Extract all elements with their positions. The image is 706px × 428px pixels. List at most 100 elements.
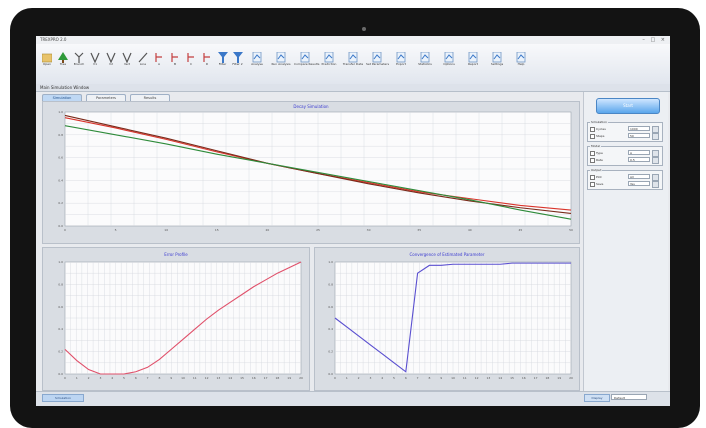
ribbon-button[interactable]: Set Parameters: [366, 48, 389, 82]
doc-icon: [276, 48, 286, 63]
branch-icon: [74, 48, 84, 63]
ribbon-button[interactable]: Compare Results: [294, 48, 319, 82]
x-tick-label: 13: [486, 376, 490, 380]
ribbon-button[interactable]: Options: [438, 48, 460, 82]
display-dropdown-value[interactable]: Default: [611, 394, 647, 400]
group-label: Model: [590, 144, 602, 148]
ribbon-button[interactable]: V2: [104, 48, 118, 82]
tree-icon: [58, 48, 68, 63]
x-tick-label: 6: [135, 376, 137, 380]
y-tick-label: 0.0: [58, 372, 63, 376]
setting-key: Type: [596, 151, 603, 155]
ribbon-button-label: Line: [139, 62, 147, 66]
spinner-button[interactable]: [652, 126, 659, 133]
spinner-button[interactable]: [652, 133, 659, 140]
ribbon-button[interactable]: C: [184, 48, 198, 82]
ribbon-button[interactable]: B: [168, 48, 182, 82]
doc-icon: [300, 48, 310, 63]
tab-parameters[interactable]: Parameters: [86, 94, 126, 101]
x-tick-label: 12: [205, 376, 209, 380]
ribbon-button-label: Options: [443, 62, 455, 66]
tab-results[interactable]: Results: [130, 94, 170, 101]
ribbon-button[interactable]: Branch: [72, 48, 86, 82]
ribbon-button[interactable]: Open: [40, 48, 54, 82]
ribbon-button[interactable]: Report: [462, 48, 484, 82]
ribbon-button[interactable]: Filter 2: [231, 48, 244, 82]
y-tick-label: 0.6: [58, 156, 63, 160]
checkbox[interactable]: [590, 182, 595, 187]
bracket-icon: [154, 48, 164, 62]
status-tab[interactable]: Simulation: [42, 394, 84, 402]
start-button[interactable]: Start: [596, 98, 660, 114]
ribbon-button[interactable]: Transfer Data: [342, 48, 364, 82]
checkbox[interactable]: [590, 158, 595, 163]
y-tick-label: 0.0: [58, 224, 63, 228]
spinner-button[interactable]: [652, 157, 659, 164]
x-tick-label: 20: [299, 376, 303, 380]
ribbon-button[interactable]: Analyse: [246, 48, 268, 82]
x-tick-label: 16: [252, 376, 256, 380]
spinner-button[interactable]: [652, 150, 659, 157]
x-tick-label: 14: [228, 376, 232, 380]
spinner-button[interactable]: [652, 174, 659, 181]
y-tick-label: 0.0: [328, 372, 333, 376]
setting-key: Cycles: [596, 127, 606, 131]
ribbon-toolbar: Open Tree Branch V1 V2 Vert Line A B C D Filter Filt…: [36, 44, 670, 85]
v-icon: [122, 48, 132, 64]
ribbon-button[interactable]: Run Analysis: [270, 48, 292, 82]
ribbon-button[interactable]: Tree: [56, 48, 70, 82]
checkbox[interactable]: [590, 134, 595, 139]
y-tick-label: 0.6: [58, 305, 63, 309]
x-tick-label: 18: [275, 376, 279, 380]
x-tick-label: 14: [498, 376, 502, 380]
setting-row: Plot All: [590, 174, 660, 181]
setting-row: Steps 50: [590, 133, 660, 140]
bottom-left-chart: 0 1 2 3 4 5 6 7 8 9 10 11 12 13 14 15 16 17 18 19 200.00.20.…: [58, 260, 303, 380]
setting-value-field[interactable]: Yes: [628, 181, 650, 186]
ribbon-button[interactable]: Prediction: [318, 48, 340, 82]
x-tick-label: 7: [147, 376, 149, 380]
setting-value-field[interactable]: A: [628, 150, 650, 155]
x-tick-label: 1: [346, 376, 348, 380]
y-tick-label: 1.0: [58, 110, 63, 114]
bracket-icon: [186, 48, 196, 62]
checkbox[interactable]: [590, 151, 595, 156]
bracket-icon: [202, 48, 212, 62]
x-tick-label: 50: [569, 228, 573, 232]
x-tick-label: 20: [569, 376, 573, 380]
setting-value-field[interactable]: 1000: [628, 126, 650, 131]
x-tick-label: 25: [316, 228, 320, 232]
tab-simulation[interactable]: Simulation: [42, 94, 82, 101]
checkbox[interactable]: [590, 175, 595, 180]
display-dropdown-button[interactable]: Display: [584, 394, 610, 402]
ribbon-button-label: B: [173, 62, 177, 66]
ribbon-button[interactable]: Help: [510, 48, 532, 82]
spinner-button[interactable]: [652, 181, 659, 188]
ribbon-button[interactable]: Vert: [120, 48, 134, 82]
v-icon: [106, 48, 116, 64]
setting-value-field[interactable]: All: [628, 174, 650, 179]
setting-value-field[interactable]: 50: [628, 133, 650, 138]
ribbon-button[interactable]: Filter: [216, 48, 229, 82]
ribbon-button[interactable]: V1: [88, 48, 102, 82]
top-chart: 0 5 10 15 20 25 30 35 40 45 50 0.0 0.2 0.4 0.6 0.8 1.0: [58, 110, 573, 232]
ribbon-button[interactable]: Statistics: [414, 48, 436, 82]
x-tick-label: 9: [440, 376, 442, 380]
ribbon-button[interactable]: Settings: [486, 48, 508, 82]
ribbon-button[interactable]: D: [200, 48, 214, 82]
y-tick-label: 0.4: [58, 327, 63, 331]
top-chart-title: Decay Simulation: [293, 104, 329, 109]
ribbon-button[interactable]: Line: [136, 48, 150, 82]
y-tick-label: 0.6: [328, 305, 333, 309]
ribbon-button[interactable]: A: [152, 48, 166, 82]
ribbon-button[interactable]: Export: [390, 48, 412, 82]
window-controls[interactable]: – □ ×: [642, 37, 667, 43]
ribbon-button-label: Filter 2: [232, 62, 243, 66]
x-tick-label: 0: [64, 376, 66, 380]
ribbon-button-label: Transfer Data: [342, 62, 364, 66]
bottom-right-chart: 0 1 2 3 4 5 6 7 8 9 10 11 12 13 14 15 16 17 18 19 200.00.20.…: [328, 260, 573, 380]
checkbox[interactable]: [590, 127, 595, 132]
setting-value-field[interactable]: 0.5: [628, 157, 650, 162]
v-icon: [90, 48, 100, 64]
